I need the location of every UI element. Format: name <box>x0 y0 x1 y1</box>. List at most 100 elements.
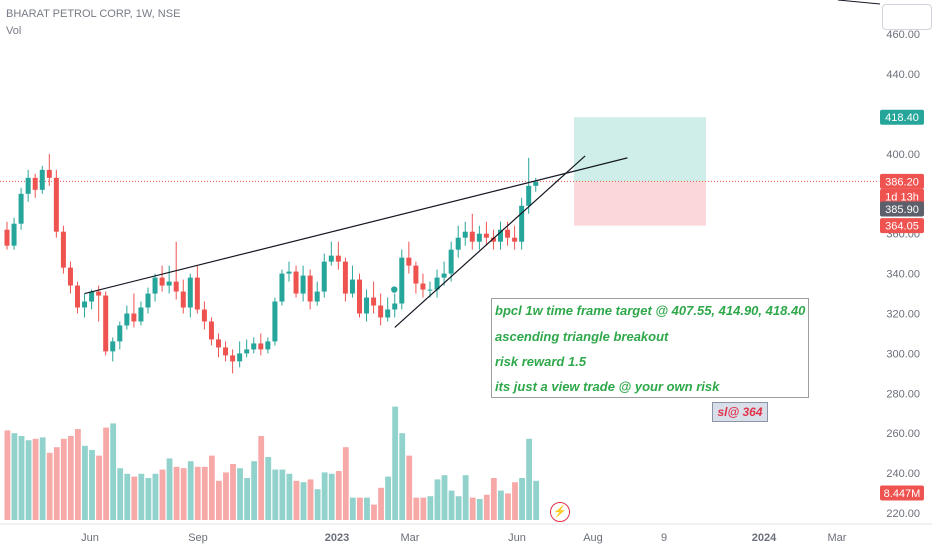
y-tick-label: 320.00 <box>886 309 920 321</box>
candle-body <box>173 281 179 292</box>
annotation-line: bpcl 1w time frame target @ 407.55, 414.… <box>495 303 806 318</box>
volume-bar <box>208 455 215 520</box>
candle-body <box>187 277 193 308</box>
candle-body <box>476 233 482 242</box>
volume-bar <box>32 438 39 520</box>
volume-bar <box>293 480 300 520</box>
candle-body <box>448 249 454 274</box>
stop-zone <box>574 181 706 226</box>
candle-body <box>25 177 31 194</box>
candle-body <box>307 275 313 302</box>
candle-body <box>138 307 144 322</box>
volume-bar <box>321 472 328 520</box>
candle-body <box>96 291 102 296</box>
volume-bar <box>251 461 258 520</box>
volume-bar <box>18 436 25 520</box>
candle-body <box>469 231 475 242</box>
volume-bar <box>216 480 222 520</box>
volume-bar <box>180 468 187 520</box>
trendline-support <box>394 155 586 328</box>
candle-body <box>272 301 278 342</box>
volume-bar <box>476 499 483 520</box>
candle-body <box>420 283 426 290</box>
volume-bar <box>138 473 145 520</box>
x-tick-label: Sep <box>188 532 208 544</box>
candle-body <box>293 271 299 294</box>
lightning-icon[interactable]: ⚡ <box>550 502 570 522</box>
volume-bar <box>455 496 462 520</box>
volume-bar <box>166 458 173 520</box>
volume-bar <box>462 475 469 520</box>
candle-body <box>265 341 271 350</box>
candle-body <box>533 181 539 186</box>
candle-body <box>434 277 440 290</box>
volume-bar <box>420 497 427 520</box>
volume-label: Vol <box>6 25 22 37</box>
currency-button[interactable] <box>882 4 932 30</box>
candle-body <box>131 313 137 322</box>
price-badge-text: 385.90 <box>885 204 919 216</box>
volume-bar <box>427 496 434 520</box>
annotation-box[interactable]: bpcl 1w time frame target @ 407.55, 414.… <box>491 298 809 398</box>
price-badge-text: 8.447M <box>884 488 921 500</box>
volume-bar <box>194 466 201 520</box>
volume-bar <box>441 475 448 520</box>
volume-bar <box>483 494 490 520</box>
volume-bar <box>307 479 314 520</box>
candle-body <box>103 295 109 352</box>
volume-bar <box>117 468 124 520</box>
volume-bar <box>82 445 88 520</box>
candle-body <box>392 303 398 310</box>
stop-loss-label[interactable]: sl@ 364 <box>712 402 768 422</box>
volume-bar <box>342 447 349 520</box>
candle-body <box>216 339 221 348</box>
candle-body <box>32 177 38 190</box>
drawing-line <box>837 0 881 5</box>
candle-body <box>82 301 88 308</box>
volume-bar <box>4 430 11 520</box>
candle-body <box>335 255 341 262</box>
volume-bar <box>392 406 399 520</box>
volume-bar <box>272 469 279 520</box>
y-tick-label: 260.00 <box>886 428 920 440</box>
volume-bar <box>265 457 272 520</box>
candle-body <box>145 293 151 308</box>
candle-body <box>300 275 306 294</box>
volume-bar <box>533 480 540 520</box>
candle-body <box>505 229 511 238</box>
candle-body <box>4 229 10 246</box>
symbol-title: BHARAT PETROL CORP, 1W, NSE <box>6 8 181 20</box>
candle-body <box>385 309 391 318</box>
candle-body <box>152 277 158 294</box>
candle-body <box>11 223 17 246</box>
candle-body <box>462 231 468 238</box>
volume-bar <box>145 478 152 520</box>
price-badge-text: 386.20 <box>885 176 919 188</box>
volume-bar <box>152 473 159 520</box>
y-tick-label: 220.00 <box>886 508 920 520</box>
candle-body <box>67 267 73 286</box>
candle-body <box>364 297 370 314</box>
y-tick-label: 400.00 <box>886 149 920 161</box>
volume-bar <box>434 479 441 520</box>
candle-body <box>180 291 186 308</box>
candle-body <box>357 279 362 314</box>
candle-body <box>230 355 236 362</box>
x-tick-label: Aug <box>583 532 603 544</box>
candle-body <box>251 343 257 350</box>
candle-body <box>321 261 327 292</box>
candle-body <box>208 321 214 340</box>
volume-bar <box>498 490 504 520</box>
candle-body <box>39 169 45 190</box>
volume-bar <box>75 429 81 520</box>
volume-bar <box>124 473 131 520</box>
volume-bar <box>96 455 102 520</box>
candle-body <box>46 169 52 178</box>
volume-bar <box>519 478 525 520</box>
candle-body <box>441 273 447 278</box>
volume-bar <box>173 466 180 520</box>
candle-body <box>89 291 95 302</box>
candle-body <box>342 261 348 294</box>
